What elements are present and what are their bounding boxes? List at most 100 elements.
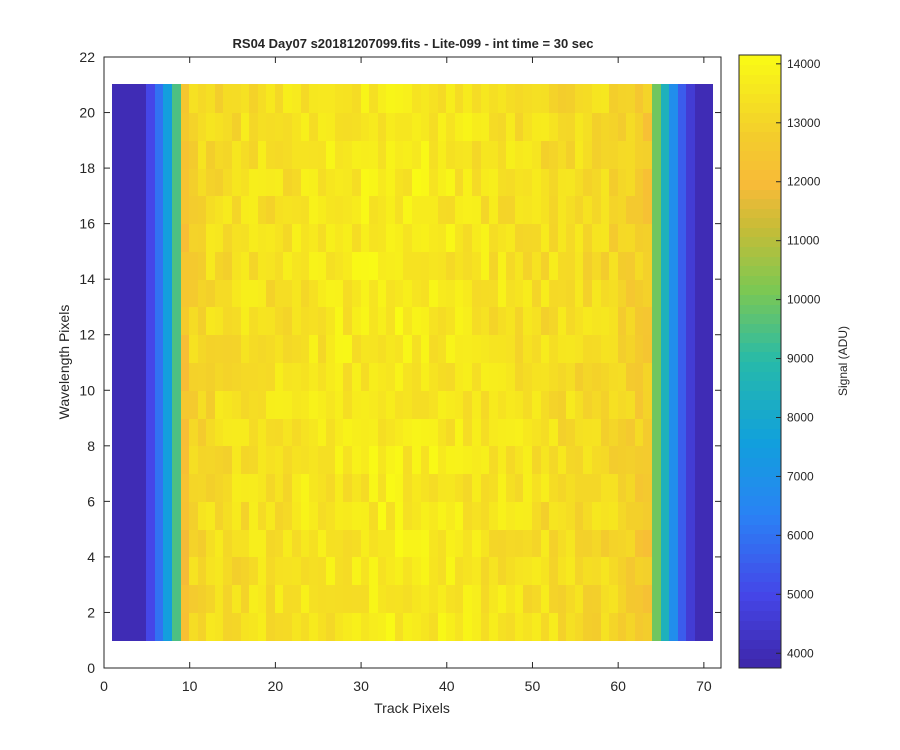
heatmap-cell (112, 279, 122, 307)
heatmap-cell (541, 418, 550, 446)
heatmap-cell (541, 501, 550, 530)
heatmap-cell (189, 306, 199, 335)
heatmap-cell (695, 418, 704, 446)
heatmap-cell (206, 195, 216, 224)
heatmap-cell (421, 473, 430, 502)
colorbar-segment (739, 150, 781, 161)
heatmap-cell (223, 445, 233, 474)
heatmap-cell (215, 168, 224, 196)
heatmap-cell (515, 195, 524, 224)
heatmap-cell (258, 279, 267, 307)
heatmap-cell (575, 612, 584, 641)
heatmap-cell (643, 112, 653, 141)
heatmap-cell (575, 112, 584, 141)
heatmap-cell (455, 362, 464, 391)
heatmap-cell (232, 473, 242, 502)
colorbar-segment (739, 294, 781, 305)
heatmap-cell (661, 612, 670, 641)
heatmap-cell (566, 168, 576, 196)
heatmap-cell (438, 584, 447, 613)
heatmap-cell (326, 223, 336, 252)
heatmap-cell (361, 362, 370, 391)
colorbar-ticks: 4000500060007000800090001000011000120001… (776, 57, 821, 660)
colorbar-segment (739, 533, 781, 544)
colorbar-segment (739, 390, 781, 400)
heatmap-cell (558, 334, 567, 363)
y-tick-label: 8 (87, 438, 95, 454)
heatmap-cell (292, 168, 302, 196)
heatmap-cell (472, 501, 482, 530)
heatmap-cell (309, 529, 319, 557)
heatmap-cell (223, 418, 233, 446)
heatmap-cell (421, 418, 430, 446)
heatmap-cell (403, 418, 413, 446)
heatmap-cell (241, 362, 250, 391)
heatmap-cell (395, 223, 404, 252)
heatmap-cell (326, 501, 336, 530)
heatmap-cell (678, 334, 687, 363)
heatmap-cell (163, 251, 173, 280)
heatmap-cell (318, 584, 327, 613)
heatmap-cell (678, 556, 687, 585)
heatmap-cell (506, 195, 516, 224)
heatmap-cell (275, 390, 284, 419)
heatmap-cell (506, 501, 516, 530)
heatmap-cell (266, 112, 276, 141)
heatmap-cell (386, 279, 396, 307)
heatmap-cell (601, 112, 610, 141)
heatmap-cell (635, 195, 644, 224)
heatmap-cell (112, 473, 122, 502)
heatmap-cell (652, 140, 662, 169)
colorbar-segment (739, 313, 781, 324)
heatmap-cell (361, 612, 370, 641)
heatmap-cell (386, 612, 396, 641)
chart-title: RS04 Day07 s20181207099.fits - Lite-099 … (233, 36, 594, 51)
heatmap-cell (678, 445, 687, 474)
heatmap-cell (446, 112, 456, 141)
colorbar-segment (739, 102, 781, 113)
heatmap-cell (223, 223, 233, 252)
heatmap-cell (249, 390, 259, 419)
heatmap-cell (146, 362, 156, 391)
heatmap-cell (198, 584, 207, 613)
heatmap-cell (438, 529, 447, 557)
heatmap-cell (181, 362, 190, 391)
heatmap-cell (481, 279, 490, 307)
heatmap-cell (318, 251, 327, 280)
heatmap-cell (361, 84, 370, 113)
heatmap-cell (361, 501, 370, 530)
heatmap-cell (489, 306, 499, 335)
heatmap-cell (652, 584, 662, 613)
heatmap-cell (601, 306, 610, 335)
heatmap-cell (601, 445, 610, 474)
heatmap-cell (463, 529, 473, 557)
heatmap-cell (335, 529, 344, 557)
heatmap-cell (172, 195, 182, 224)
heatmap-cell (566, 390, 576, 419)
heatmap-cell (686, 306, 696, 335)
heatmap-cell (532, 612, 542, 641)
heatmap-cell (232, 529, 242, 557)
heatmap-cell (283, 473, 293, 502)
heatmap-cell (498, 84, 507, 113)
heatmap-cell (686, 584, 696, 613)
heatmap-cell (309, 390, 319, 419)
heatmap-cell (472, 279, 482, 307)
heatmap-cell (138, 584, 147, 613)
heatmap-cell (652, 556, 662, 585)
heatmap-cell (232, 334, 242, 363)
heatmap-cell (532, 223, 542, 252)
heatmap-cell (481, 140, 490, 169)
heatmap-cell (421, 251, 430, 280)
heatmap-cell (678, 112, 687, 141)
heatmap-cell (146, 556, 156, 585)
heatmap-cell (523, 390, 533, 419)
heatmap-cell (669, 556, 679, 585)
heatmap-cell (121, 306, 130, 335)
x-axis-label: Track Pixels (374, 700, 450, 716)
heatmap-cell (258, 445, 267, 474)
heatmap-cell (455, 445, 464, 474)
heatmap-cell (198, 529, 207, 557)
heatmap-cell (309, 168, 319, 196)
heatmap-cell (369, 84, 379, 113)
